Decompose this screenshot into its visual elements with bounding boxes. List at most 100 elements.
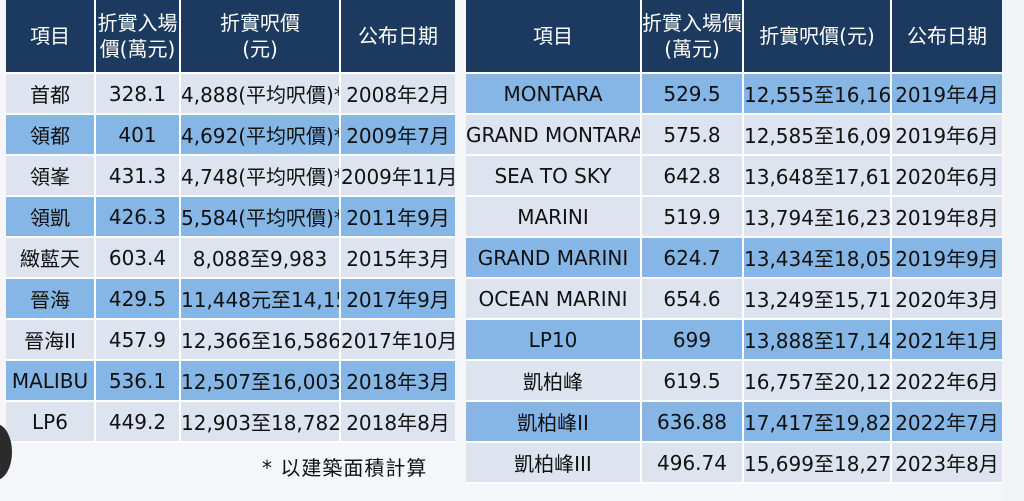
- cell-announce-date: 2019年9月: [892, 238, 1002, 279]
- cell-price-per-sqft: 8,088至9,983: [181, 238, 341, 279]
- table-row: OCEAN MARINI 654.6 13,249至15,710 2020年3月: [466, 279, 1002, 320]
- table-row: 領凱 426.3 5,584(平均呎價)* 2011年9月: [6, 197, 455, 238]
- cell-project: 領峯: [6, 156, 96, 197]
- table-row: SEA TO SKY 642.8 13,648至17,618 2020年6月: [466, 156, 1002, 197]
- cell-announce-date: 2022年7月: [892, 402, 1002, 443]
- table-row: LP6 449.2 12,903至18,782 2018年8月: [6, 402, 455, 443]
- cell-price-per-sqft: 12,555至16,169: [744, 74, 892, 115]
- header-entry-price: 折實入場價 (萬元): [642, 0, 744, 74]
- cell-price-per-sqft: 12,585至16,093: [744, 115, 892, 156]
- cell-price-per-sqft: 13,434至18,059: [744, 238, 892, 279]
- cell-announce-date: 2018年8月: [341, 402, 455, 443]
- header-entry-price: 折實入場 價(萬元): [96, 0, 181, 74]
- header-project: 項目: [6, 0, 96, 74]
- table-row: 領都 401 4,692(平均呎價)* 2009年7月: [6, 115, 455, 156]
- cell-entry-price: 619.5: [642, 361, 744, 402]
- cell-announce-date: 2020年3月: [892, 279, 1002, 320]
- table-row: LP10 699 13,888至17,140 2021年1月: [466, 320, 1002, 361]
- cell-price-per-sqft: 4,748(平均呎價)*: [181, 156, 341, 197]
- cell-announce-date: 2019年8月: [892, 197, 1002, 238]
- table-row: 領峯 431.3 4,748(平均呎價)* 2009年11月: [6, 156, 455, 197]
- header-announce-date: 公布日期: [341, 0, 455, 74]
- left-price-table: 項目 折實入場 價(萬元) 折實呎價 (元) 公布日期 首都 328.1 4,888…: [6, 0, 455, 443]
- cell-project: MONTARA: [466, 74, 642, 115]
- cell-entry-price: 429.5: [96, 279, 181, 320]
- table-row: MALIBU 536.1 12,507至16,003 2018年3月: [6, 361, 455, 402]
- table-row: GRAND MONTARA 575.8 12,585至16,093 2019年6月: [466, 115, 1002, 156]
- cell-project: LP10: [466, 320, 642, 361]
- cell-announce-date: 2022年6月: [892, 361, 1002, 402]
- cell-project: LP6: [6, 402, 96, 443]
- header-price-per-sqft: 折實呎價 (元): [181, 0, 341, 74]
- cell-price-per-sqft: 13,794至16,232: [744, 197, 892, 238]
- cell-entry-price: 519.9: [642, 197, 744, 238]
- cell-price-per-sqft: 15,699至18,270: [744, 443, 892, 484]
- cell-project: MARINI: [466, 197, 642, 238]
- cell-project: 晉海II: [6, 320, 96, 361]
- scroll-handle[interactable]: [0, 424, 12, 480]
- cell-entry-price: 654.6: [642, 279, 744, 320]
- cell-price-per-sqft: 11,448元至14,158: [181, 279, 341, 320]
- table-row: 凱柏峰III 496.74 15,699至18,270 2023年8月: [466, 443, 1002, 484]
- cell-project: 緻藍天: [6, 238, 96, 279]
- cell-announce-date: 2021年1月: [892, 320, 1002, 361]
- header-price-per-sqft: 折實呎價(元): [744, 0, 892, 74]
- cell-announce-date: 2017年9月: [341, 279, 455, 320]
- cell-price-per-sqft: 4,888(平均呎價)*: [181, 74, 341, 115]
- left-price-table-panel: 項目 折實入場 價(萬元) 折實呎價 (元) 公布日期 首都 328.1 4,888…: [6, 0, 455, 443]
- table-row: 首都 328.1 4,888(平均呎價)* 2008年2月: [6, 74, 455, 115]
- cell-project: 領凱: [6, 197, 96, 238]
- cell-price-per-sqft: 13,888至17,140: [744, 320, 892, 361]
- cell-project: MALIBU: [6, 361, 96, 402]
- cell-project: 首都: [6, 74, 96, 115]
- cell-price-per-sqft: 13,249至15,710: [744, 279, 892, 320]
- cell-project: 凱柏峰: [466, 361, 642, 402]
- cell-price-per-sqft: 5,584(平均呎價)*: [181, 197, 341, 238]
- table-row: MONTARA 529.5 12,555至16,169 2019年4月: [466, 74, 1002, 115]
- cell-entry-price: 401: [96, 115, 181, 156]
- cell-project: 領都: [6, 115, 96, 156]
- right-price-table: 項目 折實入場價 (萬元) 折實呎價(元) 公布日期 MONTARA 529.5 1…: [466, 0, 1002, 484]
- cell-entry-price: 431.3: [96, 156, 181, 197]
- cell-entry-price: 536.1: [96, 361, 181, 402]
- cell-price-per-sqft: 12,903至18,782: [181, 402, 341, 443]
- cell-entry-price: 496.74: [642, 443, 744, 484]
- cell-price-per-sqft: 12,366至16,586: [181, 320, 341, 361]
- table-row: 晉海II 457.9 12,366至16,586 2017年10月: [6, 320, 455, 361]
- cell-entry-price: 624.7: [642, 238, 744, 279]
- cell-announce-date: 2008年2月: [341, 74, 455, 115]
- cell-entry-price: 699: [642, 320, 744, 361]
- cell-entry-price: 603.4: [96, 238, 181, 279]
- cell-project: 凱柏峰II: [466, 402, 642, 443]
- cell-announce-date: 2015年3月: [341, 238, 455, 279]
- cell-price-per-sqft: 4,692(平均呎價)*: [181, 115, 341, 156]
- cell-announce-date: 2020年6月: [892, 156, 1002, 197]
- cell-price-per-sqft: 17,417至19,828: [744, 402, 892, 443]
- cell-project: GRAND MONTARA: [466, 115, 642, 156]
- cell-entry-price: 449.2: [96, 402, 181, 443]
- cell-entry-price: 426.3: [96, 197, 181, 238]
- cell-project: OCEAN MARINI: [466, 279, 642, 320]
- cell-entry-price: 457.9: [96, 320, 181, 361]
- cell-project: 晉海: [6, 279, 96, 320]
- table-row: 凱柏峰II 636.88 17,417至19,828 2022年7月: [466, 402, 1002, 443]
- cell-announce-date: 2019年4月: [892, 74, 1002, 115]
- cell-entry-price: 642.8: [642, 156, 744, 197]
- cell-project: GRAND MARINI: [466, 238, 642, 279]
- right-edge-strip: [1004, 0, 1024, 501]
- left-header-row: 項目 折實入場 價(萬元) 折實呎價 (元) 公布日期: [6, 0, 455, 74]
- cell-project: 凱柏峰III: [466, 443, 642, 484]
- cell-price-per-sqft: 12,507至16,003: [181, 361, 341, 402]
- header-project: 項目: [466, 0, 642, 74]
- table-row: 緻藍天 603.4 8,088至9,983 2015年3月: [6, 238, 455, 279]
- cell-entry-price: 575.8: [642, 115, 744, 156]
- header-announce-date: 公布日期: [892, 0, 1002, 74]
- cell-entry-price: 529.5: [642, 74, 744, 115]
- cell-announce-date: 2018年3月: [341, 361, 455, 402]
- cell-project: SEA TO SKY: [466, 156, 642, 197]
- cell-announce-date: 2017年10月: [341, 320, 455, 361]
- cell-price-per-sqft: 16,757至20,128: [744, 361, 892, 402]
- cell-entry-price: 636.88: [642, 402, 744, 443]
- cell-entry-price: 328.1: [96, 74, 181, 115]
